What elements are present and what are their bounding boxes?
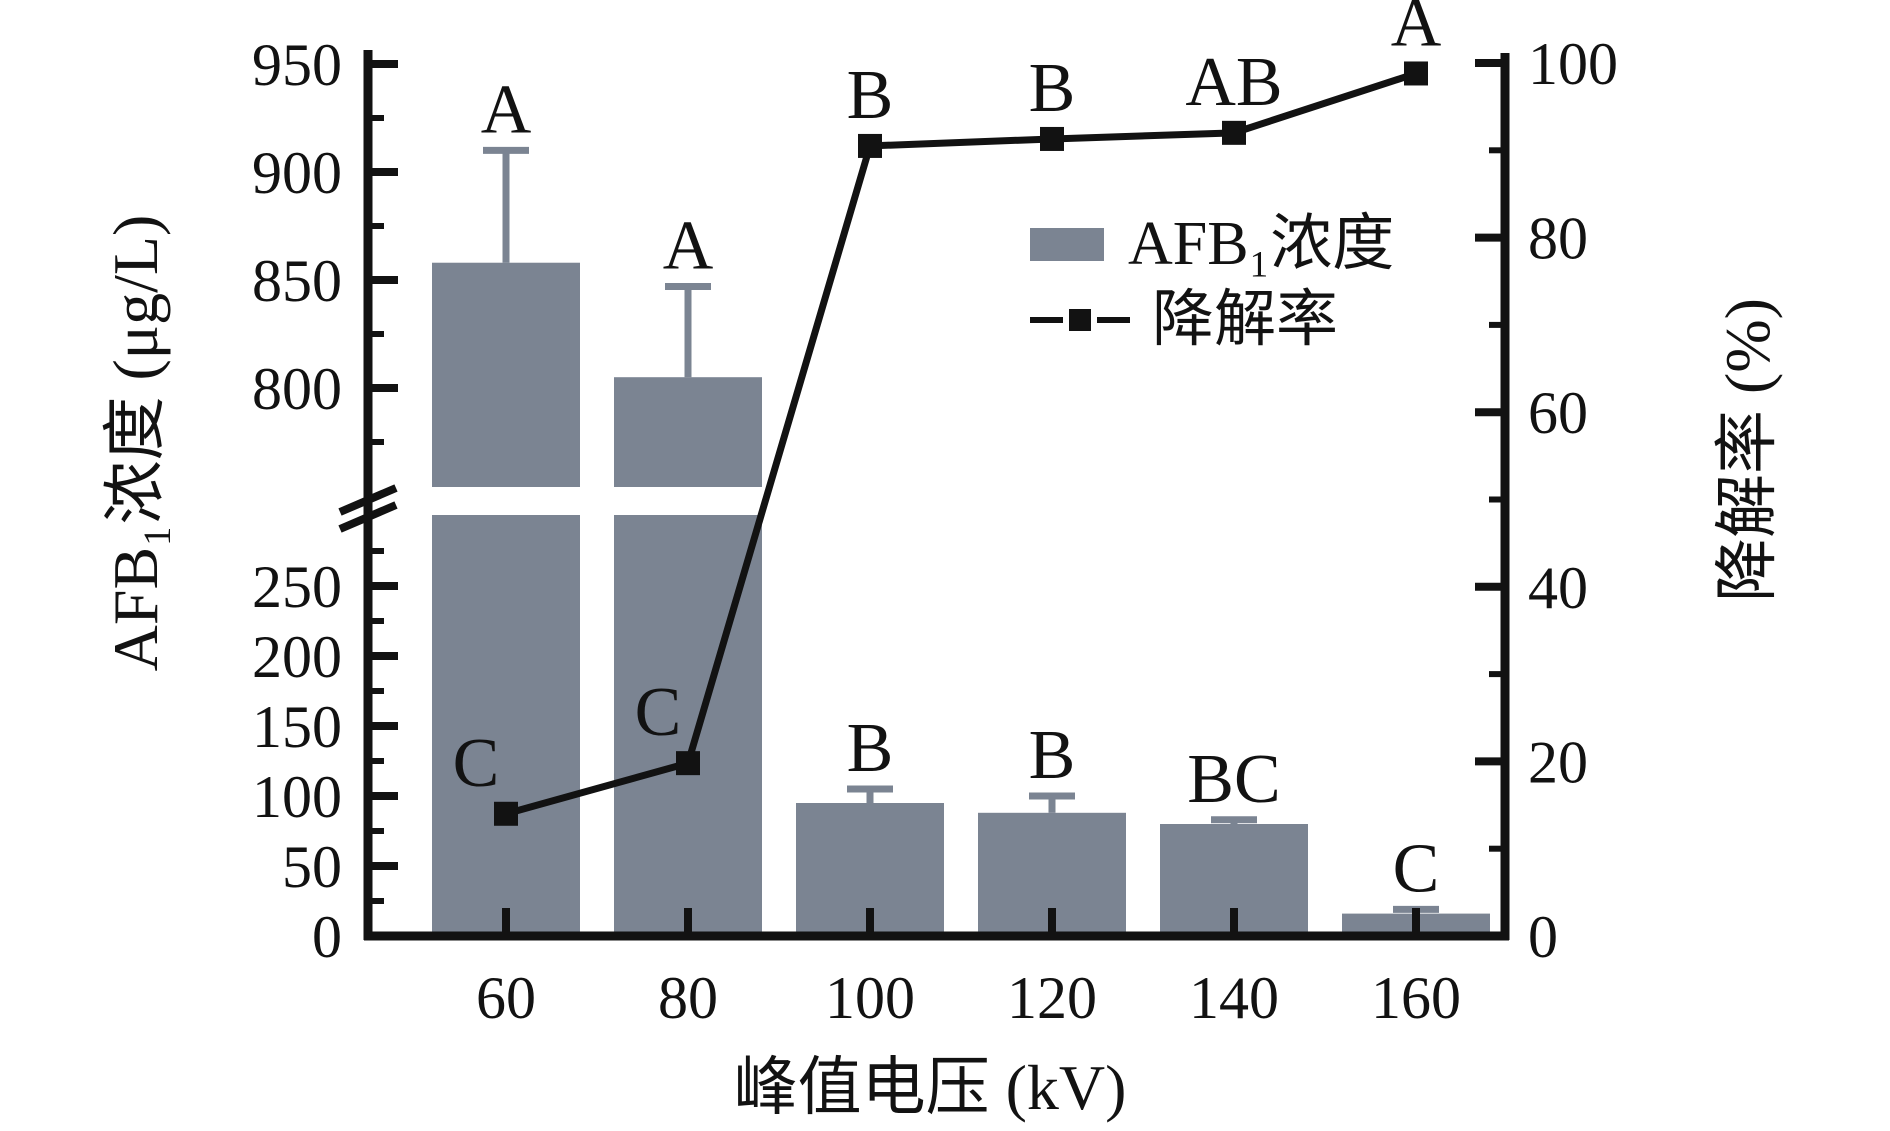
line-sig-letter: B [1029,50,1076,127]
line-sig-letter: A [1391,0,1442,61]
right-axis-tick-label: 80 [1528,206,1588,272]
axis-break-slash [338,501,398,533]
right-axis-tick-label: 100 [1528,31,1618,97]
line-marker [1040,126,1064,151]
x-axis-tick-label: 160 [1371,965,1461,1031]
right-axis-tick-label: 20 [1528,729,1588,795]
left-axis-tick-label: 800 [252,356,342,422]
left-y-axis-title: AFB₁浓度 (μg/L) [100,214,171,672]
line-marker [858,133,882,158]
bar-sig-letter: BC [1187,741,1280,818]
left-axis-tick-label: 950 [252,32,342,98]
bar-sig-letter: A [481,71,532,148]
line-sig-letter: AB [1185,44,1282,121]
bar [614,377,762,936]
legend-entry-bar: AFB₁浓度 [1030,206,1394,282]
line-marker [676,751,700,776]
bar-sig-letter: B [847,710,894,787]
left-axis-tick-label: 250 [252,554,342,620]
x-axis-tick-label: 80 [658,965,718,1031]
line-sig-letter: B [847,57,894,134]
left-axis-tick-label: 150 [252,694,342,760]
legend-label-line: 降解率 [1152,286,1339,354]
right-y-axis-title: 降解率 (%) [1712,298,1783,602]
legend-label-bar: AFB₁浓度 [1128,210,1395,278]
right-axis-tick-label: 40 [1528,555,1588,621]
axis-break-slash [338,484,398,516]
legend-entry-line: 降解率 [1030,282,1394,358]
x-axis-title: 峰值电压 (kV) [733,1052,1127,1123]
right-axis-tick-label: 60 [1528,380,1588,446]
left-axis-tick-label: 100 [252,764,342,830]
left-axis-tick-label: 0 [312,904,342,970]
bar-sig-letter: C [1393,830,1440,907]
legend-line-dash-right [1097,317,1130,323]
legend-line-dash-left [1030,317,1063,323]
line-marker [494,801,518,826]
bar-sig-letter: B [1029,717,1076,794]
line-sig-letter: C [453,725,500,802]
legend: AFB₁浓度 降解率 [1030,206,1394,358]
bar-swatch-icon [1030,227,1104,261]
axis-break-band [344,487,1492,515]
x-axis-tick-label: 60 [476,965,536,1031]
left-axis-tick-label: 200 [252,624,342,690]
rate-line [505,70,1418,818]
line-square-marker-icon [1030,308,1130,332]
legend-line-square [1069,309,1091,331]
left-axis-tick-label: 50 [282,834,342,900]
x-axis-tick-label: 140 [1189,965,1279,1031]
line-sig-letter: C [635,674,682,751]
line-marker [1222,120,1246,145]
right-axis-tick-label: 0 [1528,904,1558,970]
bar [432,262,580,937]
x-axis-tick-label: 100 [825,965,915,1031]
left-axis-tick-label: 900 [252,140,342,206]
line-marker [1404,61,1428,86]
x-axis-tick-label: 120 [1007,965,1097,1031]
left-axis-tick-label: 850 [252,248,342,314]
bar-sig-letter: A [663,207,714,284]
